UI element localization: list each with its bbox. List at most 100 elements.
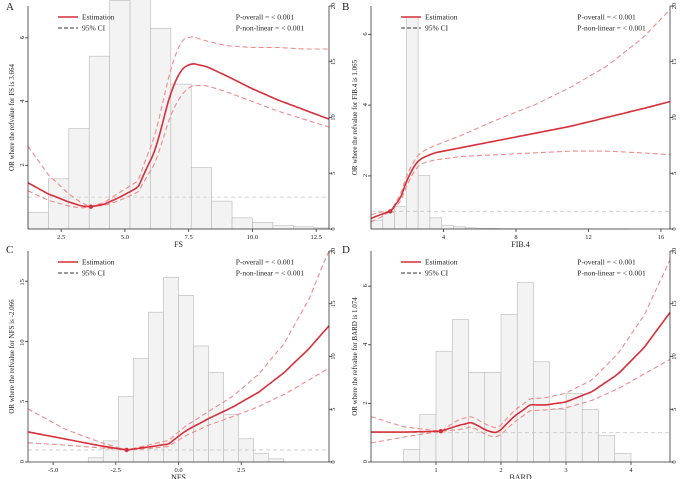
reference-point xyxy=(88,204,94,209)
ci-lower-line xyxy=(27,367,330,451)
y2-tick-label: 10 xyxy=(330,353,337,360)
estimation-line xyxy=(27,325,330,451)
histogram-bar xyxy=(268,458,285,463)
y2-tick-label: 20 xyxy=(671,248,678,255)
panel-c: C -5.0 -2.5 0.0 2.5 0 5 10 15 0 5 10 15 20 NFS OR where… xyxy=(6,244,337,479)
p-nonlinear-text: P-non-linear = < 0.001 xyxy=(236,24,305,33)
histogram-bar xyxy=(102,440,119,463)
histogram xyxy=(370,16,631,230)
y-axis-label: OR where the refvalue for FS is 3.664 xyxy=(8,64,16,171)
ci-lower-line xyxy=(370,358,671,444)
y2-tick-label: 20 xyxy=(671,3,678,10)
reference-point xyxy=(388,209,393,214)
p-overall-text: P-overall = < 0.001 xyxy=(577,258,636,267)
y2-tick-label: 5 xyxy=(671,172,678,175)
x-tick-label: 2 xyxy=(499,467,502,474)
histogram-bar xyxy=(238,438,255,463)
y-tick-label: 0 xyxy=(362,460,369,463)
x-tick-label: 2.5 xyxy=(237,467,245,474)
legend-estimation-label: Estimation xyxy=(82,258,115,267)
histogram-bar xyxy=(118,396,134,463)
reference-point xyxy=(438,429,444,434)
x-axis-label: FS xyxy=(174,240,183,249)
x-tick-label: 12 xyxy=(585,234,592,241)
histogram-bar xyxy=(549,408,567,463)
legend-estimation-label: Estimation xyxy=(425,258,458,267)
panel-a: A 2.5 5.0 7.5 10.0 12.5 2 4 6 0 5 10 15 20 FS OR where … xyxy=(6,0,337,249)
histogram-bar xyxy=(27,211,49,230)
histogram-bar xyxy=(441,225,454,230)
y2-tick-label: 5 xyxy=(330,172,337,175)
y-axis-label: OR where the refvalue for FIB.4 is 1.065 xyxy=(351,59,359,175)
histogram-bar xyxy=(223,414,239,463)
histogram-bar xyxy=(406,16,419,230)
histogram-bar xyxy=(451,319,469,463)
histogram-bar xyxy=(163,277,179,463)
y2-tick-label: 10 xyxy=(330,114,337,121)
y-tick-label: 6 xyxy=(362,32,369,36)
legend-ci-label: 95% CI xyxy=(425,269,449,278)
estimation-line xyxy=(371,312,671,434)
x-tick-label: 10.0 xyxy=(247,234,258,241)
histogram-bar xyxy=(419,414,437,463)
x-axis-label: BARD xyxy=(509,473,531,479)
y-tick-label: 2 xyxy=(362,401,369,404)
x-tick-label: 4 xyxy=(629,467,633,474)
legend-estimation-label: Estimation xyxy=(82,13,115,22)
y2-tick-label: 15 xyxy=(671,301,678,308)
y2-tick-label: 15 xyxy=(330,301,337,308)
y2-tick-label: 0 xyxy=(330,460,337,463)
histogram-bar xyxy=(484,372,502,463)
histogram-bar xyxy=(193,345,209,463)
histogram-bar xyxy=(533,361,551,463)
ci-upper-line xyxy=(370,9,671,216)
histogram xyxy=(403,282,632,463)
estimation-line xyxy=(27,62,330,208)
panel-letter: C xyxy=(6,244,13,256)
estimation-line xyxy=(370,100,671,220)
y-tick-label: 5 xyxy=(19,400,26,403)
legend-ci-label: 95% CI xyxy=(82,269,106,278)
histogram-bar xyxy=(231,217,253,230)
y-tick-label: 6 xyxy=(362,283,369,287)
y-tick-label: 0 xyxy=(19,460,26,463)
histogram-bar xyxy=(500,313,518,463)
y-axis-label: OR where the refvalue for NFS is -2.066 xyxy=(8,299,16,414)
x-tick-label: -2.5 xyxy=(111,467,121,474)
histogram-bar xyxy=(252,222,274,230)
x-tick-label: 7.5 xyxy=(185,234,193,241)
x-tick-label: 0.0 xyxy=(174,467,182,474)
histogram-bar xyxy=(170,83,192,230)
histogram-bar xyxy=(272,225,294,230)
y2-tick-label: 10 xyxy=(671,114,678,121)
ci-lower-line xyxy=(370,150,671,223)
p-nonlinear-text: P-non-linear = < 0.001 xyxy=(577,24,646,33)
histogram-bar xyxy=(109,0,131,230)
y-axis-label: OR where the refvalue for BARD is 1.074 xyxy=(351,297,359,416)
x-tick-label: 12.5 xyxy=(311,234,322,241)
histogram-bar xyxy=(429,217,442,230)
y2-tick-label: 0 xyxy=(330,227,337,230)
y-tick-label: 10 xyxy=(19,339,26,346)
histogram xyxy=(87,277,285,463)
x-tick-label: 8 xyxy=(514,234,517,241)
histogram-bar xyxy=(253,453,270,463)
p-overall-text: P-overall = < 0.001 xyxy=(236,258,295,267)
y-tick-label: 2 xyxy=(362,174,369,177)
legend-ci-label: 95% CI xyxy=(82,24,106,33)
y2-tick-label: 5 xyxy=(330,408,337,411)
ci-upper-line xyxy=(27,250,330,451)
histogram xyxy=(27,0,330,230)
y-tick-label: 4 xyxy=(362,102,369,106)
y-tick-label: 6 xyxy=(19,35,26,39)
histogram-bar xyxy=(435,350,453,463)
y-tick-label: 4 xyxy=(19,99,26,103)
x-tick-label: 2.5 xyxy=(57,234,65,241)
panel-letter: D xyxy=(342,244,350,256)
panel-letter: B xyxy=(342,1,349,13)
histogram-bar xyxy=(68,128,90,230)
legend-ci-label: 95% CI xyxy=(425,24,449,33)
histogram-bar xyxy=(87,457,104,463)
y2-tick-label: 20 xyxy=(330,3,337,10)
